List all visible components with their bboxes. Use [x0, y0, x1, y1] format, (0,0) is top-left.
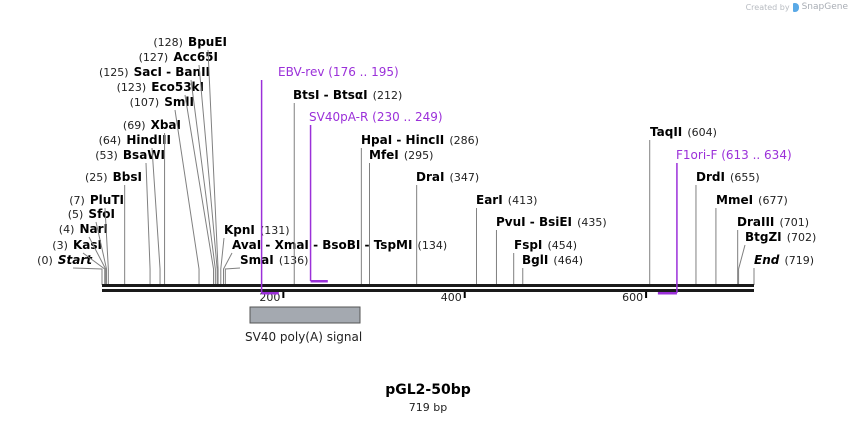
site-leader-line: [223, 252, 233, 285]
site-eco53ki[interactable]: (123) Eco53kI: [117, 76, 215, 285]
ruler-tick-600: 600: [622, 291, 648, 304]
site-btsi[interactable]: BtsI - BtsαI (212): [293, 84, 402, 285]
site-drdi[interactable]: DrdI (655): [695, 166, 760, 285]
site-end[interactable]: End (719): [753, 249, 814, 285]
backbone-top-strand: [102, 284, 754, 287]
site-label[interactable]: End (719): [754, 249, 814, 268]
site-label[interactable]: PvuI - BsiEI (435): [496, 211, 607, 230]
site-leader-line: [190, 79, 216, 285]
site-acc65i[interactable]: (127) Acc65I: [139, 46, 218, 285]
site-eari[interactable]: EarI (413): [476, 189, 537, 285]
site-pvui[interactable]: PvuI - BsiEI (435): [495, 211, 607, 285]
site-kpni[interactable]: KpnI (131): [220, 219, 290, 285]
site-label[interactable]: TaqII (604): [650, 121, 717, 140]
feature-sv40-polya-box[interactable]: [249, 306, 361, 324]
site-label[interactable]: (5) SfoI: [68, 203, 115, 222]
svg-text:400: 400: [441, 291, 462, 304]
site-nari[interactable]: (4) NarI: [59, 218, 108, 285]
site-xbai[interactable]: (69) XbaI: [123, 114, 181, 285]
site-taqii[interactable]: TaqII (604): [649, 121, 717, 285]
site-label[interactable]: KpnI (131): [224, 219, 290, 238]
primer-f1ori-f[interactable]: F1ori-F (613 .. 634): [657, 148, 792, 295]
site-label[interactable]: DraIII (701): [737, 211, 809, 230]
site-pluti[interactable]: (7) PluTI: [69, 189, 124, 285]
site-label[interactable]: (25) BbsI: [85, 166, 142, 185]
site-hindiii[interactable]: (64) HindIII: [99, 129, 171, 285]
site-label[interactable]: MfeI (295): [369, 144, 433, 163]
site-saci[interactable]: (125) SacI - BanII: [99, 61, 216, 285]
credit-text: Created by: [745, 2, 790, 12]
primer-sv40pa-r[interactable]: SV40pA-R (230 .. 249): [309, 110, 443, 283]
site-label[interactable]: (128) BpuEI: [153, 31, 227, 50]
site-leader-line: [174, 109, 200, 285]
site-label[interactable]: MmeI (677): [716, 189, 788, 208]
site-label[interactable]: AvaI - XmaI - BsoBI - TspMI (134): [232, 234, 447, 253]
site-leader-line: [95, 221, 108, 285]
site-label[interactable]: (125) SacI - BanII: [99, 61, 210, 80]
site-bpuei[interactable]: (128) BpuEI: [153, 31, 227, 285]
site-label[interactable]: (64) HindIII: [99, 129, 171, 148]
map-title: pGL2-50bp: [385, 382, 471, 398]
site-avai[interactable]: AvaI - XmaI - BsoBI - TspMI (134): [223, 234, 448, 285]
site-mfei[interactable]: MfeI (295): [369, 144, 433, 285]
site-label[interactable]: BtsI - BtsαI (212): [293, 84, 402, 103]
backbone-bottom-strand: [102, 289, 754, 292]
primer-ebv-rev[interactable]: EBV-rev (176 .. 195): [260, 65, 399, 295]
site-leader-line: [224, 267, 241, 285]
site-label[interactable]: EarI (413): [476, 189, 537, 208]
site-label[interactable]: SmaI (136): [240, 249, 308, 268]
site-leader-line: [145, 162, 151, 285]
site-smli[interactable]: (107) SmlI: [130, 91, 200, 285]
site-hpai[interactable]: HpaI - HincII (286): [360, 129, 479, 285]
site-leader-line: [220, 237, 225, 285]
site-label[interactable]: (53) BsaWI: [95, 144, 165, 163]
site-fspi[interactable]: FspI (454): [513, 234, 577, 285]
primer-label[interactable]: F1ori-F (613 .. 634): [676, 148, 792, 162]
site-leader-line: [184, 94, 215, 285]
site-label[interactable]: BglI (464): [522, 249, 583, 268]
svg-text:600: 600: [622, 291, 643, 304]
site-leader-line: [104, 207, 109, 285]
site-label[interactable]: (0) Start: [37, 249, 93, 268]
site-leader-line: [88, 236, 107, 285]
site-leader-line: [207, 49, 219, 285]
primer-bar: [657, 292, 677, 295]
site-label[interactable]: FspI (454): [514, 234, 577, 253]
site-bgli[interactable]: BglI (464): [522, 249, 583, 285]
site-label[interactable]: (4) NarI: [59, 218, 108, 237]
site-bsawi[interactable]: (53) BsaWI: [95, 144, 165, 285]
site-label[interactable]: (123) Eco53kI: [117, 76, 204, 95]
primer-label[interactable]: SV40pA-R (230 .. 249): [309, 110, 443, 124]
snapgene-logo-icon: [792, 2, 799, 12]
site-leader-line: [198, 64, 218, 285]
primer-bar: [261, 292, 279, 295]
site-leader-line: [72, 267, 103, 285]
site-start[interactable]: (0) Start: [37, 249, 103, 285]
primer-bar: [310, 280, 328, 283]
site-label[interactable]: (69) XbaI: [123, 114, 181, 133]
site-mmei[interactable]: MmeI (677): [715, 189, 788, 285]
site-label[interactable]: BtgZI (702): [745, 226, 816, 245]
site-sfoi[interactable]: (5) SfoI: [68, 203, 115, 285]
credit-brand: SnapGene: [801, 2, 848, 12]
site-leader-line: [82, 252, 106, 285]
site-leader-line: [738, 244, 746, 285]
site-label[interactable]: (7) PluTI: [69, 189, 124, 208]
feature-label-sv40-polya[interactable]: SV40 poly(A) signal: [245, 330, 363, 344]
snapgene-credit: Created by SnapGene: [746, 2, 848, 12]
site-bbsi[interactable]: (25) BbsI: [85, 166, 142, 285]
ruler-tick-400: 400: [441, 291, 466, 304]
site-btgzi[interactable]: BtgZI (702): [738, 226, 817, 285]
map-length: 719 bp: [408, 401, 448, 414]
site-smai[interactable]: SmaI (136): [224, 249, 308, 285]
site-drai[interactable]: DraI (347): [416, 166, 479, 285]
primer-label[interactable]: EBV-rev (176 .. 195): [278, 65, 399, 79]
site-draiii[interactable]: DraIII (701): [737, 211, 809, 285]
site-label[interactable]: DrdI (655): [696, 166, 760, 185]
site-leader-line: [151, 147, 161, 285]
site-label[interactable]: (127) Acc65I: [139, 46, 218, 65]
site-label[interactable]: DraI (347): [416, 166, 479, 185]
site-label[interactable]: HpaI - HincII (286): [361, 129, 479, 148]
